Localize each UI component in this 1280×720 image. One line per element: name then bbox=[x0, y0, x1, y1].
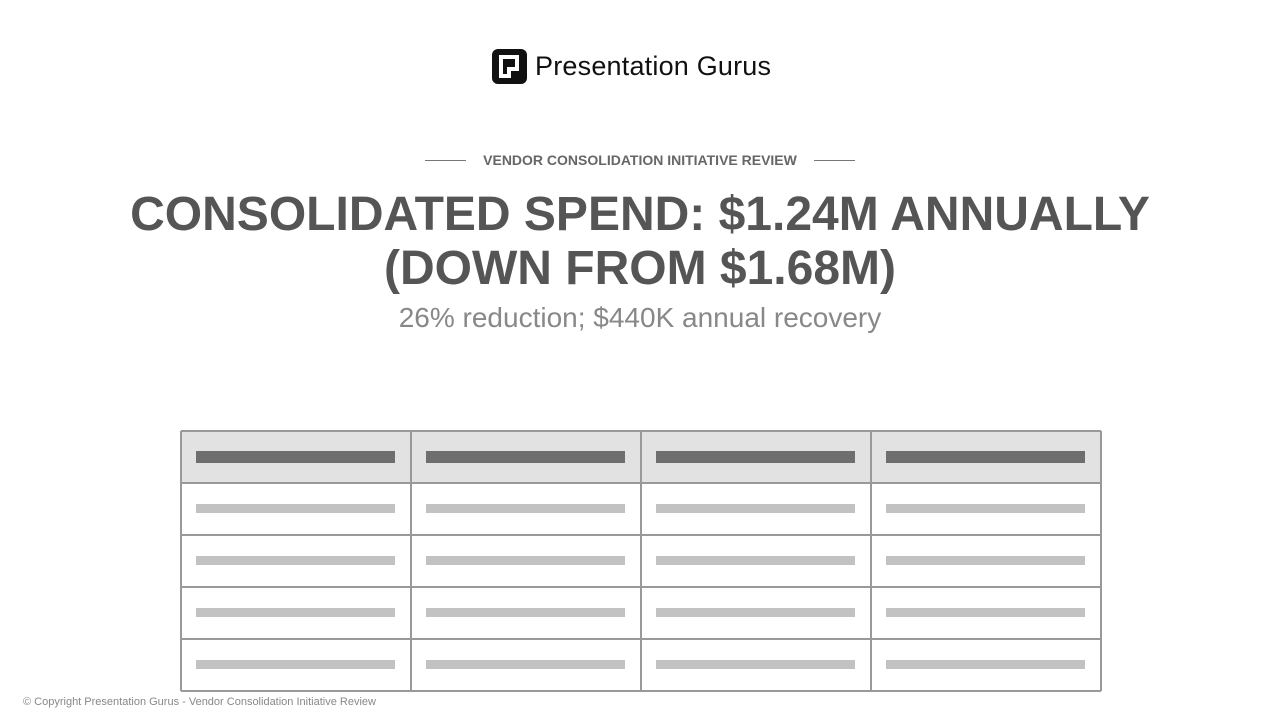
logo-icon bbox=[492, 48, 527, 84]
cell-placeholder bbox=[886, 660, 1085, 669]
cell-placeholder bbox=[196, 660, 395, 669]
header-placeholder bbox=[426, 451, 625, 463]
cell-placeholder bbox=[426, 504, 625, 513]
subtitle: 26% reduction; $440K annual recovery bbox=[398, 302, 882, 333]
eyebrow: VENDOR CONSOLIDATION INITIATIVE REVIEW bbox=[0, 152, 1280, 168]
cell-placeholder bbox=[426, 660, 625, 669]
table-placeholder bbox=[180, 430, 1102, 692]
cell-placeholder bbox=[196, 608, 395, 617]
header-placeholder bbox=[656, 451, 855, 463]
title: CONSOLIDATED SPEND: $1.24M ANNUALLY (DOW… bbox=[130, 188, 1150, 295]
cell-placeholder bbox=[656, 504, 855, 513]
cell-placeholder bbox=[196, 556, 395, 565]
cell-placeholder bbox=[886, 608, 1085, 617]
header-placeholder bbox=[196, 451, 395, 463]
cell-placeholder bbox=[656, 660, 855, 669]
logo: Presentation Gurus bbox=[492, 48, 771, 84]
rule bbox=[813, 159, 855, 161]
rule bbox=[425, 159, 467, 161]
eyebrow-text: VENDOR CONSOLIDATION INITIATIVE REVIEW bbox=[483, 152, 797, 168]
footer: © Copyright Presentation Gurus - Vendor … bbox=[23, 696, 376, 708]
cell-placeholder bbox=[656, 556, 855, 565]
cell-placeholder bbox=[426, 608, 625, 617]
cell-placeholder bbox=[886, 504, 1085, 513]
cell-placeholder bbox=[656, 608, 855, 617]
header-placeholder bbox=[886, 451, 1085, 463]
cell-placeholder bbox=[196, 504, 395, 513]
logo-text: Presentation Gurus bbox=[535, 50, 772, 81]
cell-placeholder bbox=[886, 556, 1085, 565]
cell-placeholder bbox=[426, 556, 625, 565]
